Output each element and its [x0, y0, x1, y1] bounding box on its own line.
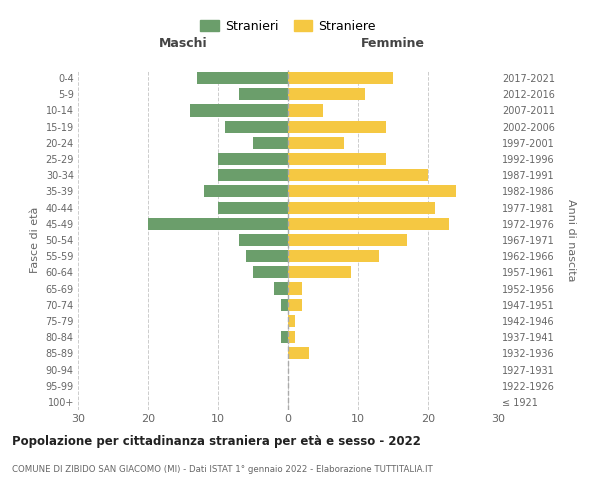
- Bar: [288, 169, 428, 181]
- Text: Maschi: Maschi: [158, 37, 208, 50]
- Bar: [148, 218, 288, 230]
- Bar: [253, 137, 288, 149]
- Bar: [288, 266, 351, 278]
- Bar: [288, 298, 302, 311]
- Bar: [239, 88, 288, 101]
- Bar: [288, 348, 309, 360]
- Y-axis label: Fasce di età: Fasce di età: [30, 207, 40, 273]
- Bar: [288, 153, 386, 165]
- Bar: [218, 153, 288, 165]
- Bar: [288, 137, 344, 149]
- Bar: [288, 282, 302, 294]
- Legend: Stranieri, Straniere: Stranieri, Straniere: [195, 15, 381, 38]
- Bar: [281, 331, 288, 343]
- Bar: [288, 186, 456, 198]
- Bar: [253, 266, 288, 278]
- Text: Femmine: Femmine: [361, 37, 425, 50]
- Bar: [246, 250, 288, 262]
- Bar: [281, 298, 288, 311]
- Bar: [197, 72, 288, 84]
- Bar: [218, 169, 288, 181]
- Bar: [204, 186, 288, 198]
- Y-axis label: Anni di nascita: Anni di nascita: [566, 198, 576, 281]
- Bar: [288, 104, 323, 117]
- Bar: [288, 331, 295, 343]
- Bar: [274, 282, 288, 294]
- Bar: [288, 88, 365, 101]
- Bar: [190, 104, 288, 117]
- Bar: [288, 250, 379, 262]
- Bar: [225, 120, 288, 132]
- Bar: [288, 202, 435, 213]
- Bar: [288, 72, 393, 84]
- Text: Popolazione per cittadinanza straniera per età e sesso - 2022: Popolazione per cittadinanza straniera p…: [12, 435, 421, 448]
- Bar: [288, 120, 386, 132]
- Bar: [288, 234, 407, 246]
- Bar: [239, 234, 288, 246]
- Bar: [218, 202, 288, 213]
- Text: COMUNE DI ZIBIDO SAN GIACOMO (MI) - Dati ISTAT 1° gennaio 2022 - Elaborazione TU: COMUNE DI ZIBIDO SAN GIACOMO (MI) - Dati…: [12, 465, 433, 474]
- Bar: [288, 315, 295, 327]
- Bar: [288, 218, 449, 230]
